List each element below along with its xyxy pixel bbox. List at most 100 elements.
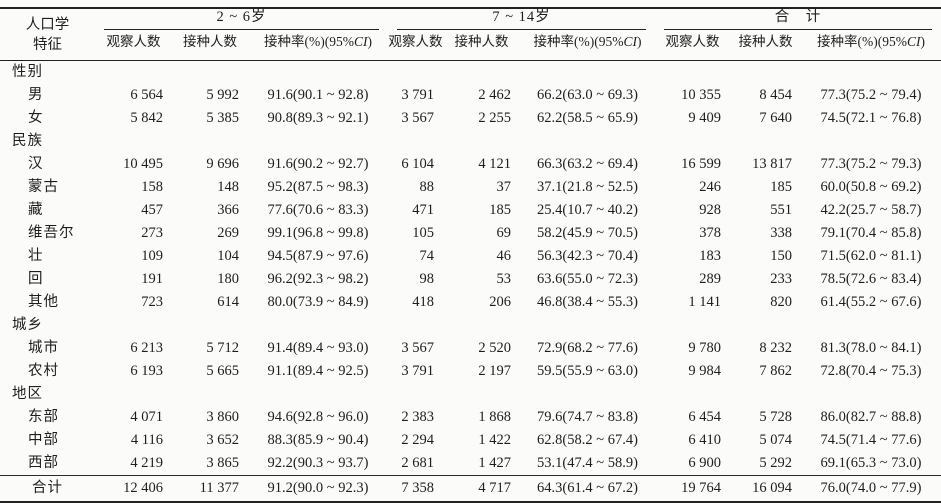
cell-observed-2-6: [95, 383, 172, 406]
cell-vaccinated-7-14: 53: [496, 271, 512, 288]
cell-observed-7-14: [388, 383, 443, 406]
section-row: 地区: [0, 383, 941, 406]
cell-rate-7-14: 59.5(55.9 ~ 63.0): [537, 363, 638, 380]
cell-vaccinated-7-14: [443, 383, 520, 406]
cell-vaccinated-7-14: 37: [496, 179, 512, 196]
group-header-age-7-14-label: 7 ~ 14岁: [397, 10, 646, 30]
cell-rate-2-6: 94.5(87.9 ~ 97.6): [267, 248, 369, 265]
cell-rate-total: 71.5(62.0 ~ 81.1): [820, 248, 922, 265]
section-row: 民族: [0, 130, 941, 153]
cell-observed-total: 19 764: [655, 475, 730, 502]
cell-vaccinated-total: 5 074: [759, 432, 792, 449]
cell-rate-7-14: 66.2(63.0 ~ 69.3): [537, 87, 638, 104]
column-header-demographic-line2: 特征: [33, 36, 62, 53]
row-label: 城乡: [12, 317, 43, 334]
cell-observed-2-6: 4 071: [130, 409, 163, 426]
cell-rate-total: 61.4(55.2 ~ 67.6): [820, 294, 922, 311]
cell-rate-7-14: 62.2(58.5 ~ 65.9): [537, 110, 638, 127]
cell-observed-2-6: 158: [141, 179, 163, 196]
row-label: 地区: [12, 386, 43, 403]
cell-rate-7-14: [520, 61, 655, 85]
cell-observed-7-14: 2 294: [401, 432, 434, 449]
cell-rate-total: 69.1(65.3 ~ 73.0): [820, 455, 922, 472]
subheader-rate-3-ci: CI: [906, 34, 921, 49]
cell-rate-2-6: 96.2(92.3 ~ 98.2): [267, 271, 369, 288]
cell-rate-2-6: 95.2(87.5 ~ 98.3): [267, 179, 369, 196]
table-header: 人口学 特征 2 ~ 6岁 7 ~ 14岁 合 计 观察人数 接种人数 接种率(…: [0, 8, 941, 61]
cell-vaccinated-total: [730, 314, 801, 337]
cell-vaccinated-2-6: 180: [217, 271, 239, 288]
cell-rate-2-6: 91.4(89.4 ~ 93.0): [267, 340, 369, 357]
cell-vaccinated-total: 5 728: [759, 409, 792, 426]
cell-rate-7-14: 72.9(68.2 ~ 77.6): [537, 340, 638, 357]
cell-vaccinated-7-14: 4 717: [443, 475, 520, 502]
cell-vaccinated-total: 233: [770, 271, 792, 288]
cell-observed-7-14: 3 567: [401, 110, 434, 127]
cell-observed-2-6: 6 193: [130, 363, 163, 380]
table-row: 男 6 564 5 992 91.6(90.1 ~ 92.8) 3 791 2 …: [0, 84, 941, 107]
cell-observed-7-14: 2 383: [401, 409, 434, 426]
cell-rate-2-6: 94.6(92.8 ~ 96.0): [267, 409, 369, 426]
cell-observed-7-14: 105: [412, 225, 434, 242]
subheader-rate-1-ci: CI: [353, 34, 368, 49]
cell-observed-total: 6 410: [688, 432, 721, 449]
subheader-row: 观察人数 接种人数 接种率(%)(95%CI) 观察人数 接种人数 接种率(%)…: [0, 31, 941, 61]
cell-rate-total: 42.2(25.7 ~ 58.7): [820, 202, 922, 219]
table-row: 中部 4 116 3 652 88.3(85.9 ~ 90.4) 2 294 1…: [0, 429, 941, 452]
cell-rate-2-6: [248, 130, 388, 153]
cell-rate-total: 60.0(50.8 ~ 69.2): [820, 179, 922, 196]
cell-vaccinated-2-6: 5 992: [206, 87, 239, 104]
cell-rate-total: 77.3(75.2 ~ 79.3): [820, 156, 922, 173]
cell-observed-total: 6 900: [688, 455, 721, 472]
cell-vaccinated-total: 551: [770, 202, 792, 219]
cell-vaccinated-7-14: 2 197: [478, 363, 511, 380]
cell-observed-7-14: 74: [419, 248, 435, 265]
cell-observed-2-6: 273: [141, 225, 163, 242]
cell-observed-7-14: 7 358: [388, 475, 443, 502]
subheader-rate-3-suffix: ): [920, 34, 925, 49]
cell-observed-2-6: 723: [141, 294, 163, 311]
cell-observed-total: [655, 130, 730, 153]
cell-observed-total: 9 780: [688, 340, 721, 357]
cell-observed-7-14: 471: [412, 202, 434, 219]
cell-rate-7-14: 25.4(10.7 ~ 40.2): [537, 202, 638, 219]
group-header-age-2-6: 2 ~ 6岁: [95, 8, 388, 31]
cell-observed-2-6: [95, 130, 172, 153]
cell-vaccinated-total: 150: [770, 248, 792, 265]
group-header-total-label: 合 计: [664, 10, 932, 30]
cell-rate-7-14: 66.3(63.2 ~ 69.4): [537, 156, 638, 173]
cell-rate-7-14: 56.3(42.3 ~ 70.4): [537, 248, 638, 265]
cell-vaccinated-2-6: [172, 61, 248, 85]
subheader-vaccinated-1: 接种人数: [172, 31, 248, 61]
row-label: 民族: [12, 133, 43, 150]
cell-observed-2-6: 12 406: [95, 475, 172, 502]
cell-vaccinated-2-6: 269: [217, 225, 239, 242]
row-label: 女: [28, 110, 44, 127]
subheader-vaccinated-2: 接种人数: [443, 31, 520, 61]
subheader-rate-1-prefix: 接种率(%)(95%: [264, 34, 354, 49]
cell-observed-total: [655, 314, 730, 337]
table-row: 农村 6 193 5 665 91.1(89.4 ~ 92.5) 3 791 2…: [0, 360, 941, 383]
row-label: 维吾尔: [28, 225, 75, 242]
cell-vaccinated-total: 185: [770, 179, 792, 196]
row-label: 汉: [28, 156, 44, 173]
cell-rate-7-14: [520, 314, 655, 337]
row-label: 西部: [28, 455, 59, 472]
cell-observed-2-6: 109: [141, 248, 163, 265]
cell-rate-total: 86.0(82.7 ~ 88.8): [820, 409, 922, 426]
cell-rate-total: 81.3(78.0 ~ 84.1): [820, 340, 922, 357]
cell-rate-total: [801, 130, 941, 153]
cell-vaccinated-2-6: 5 385: [206, 110, 239, 127]
table-row: 女 5 842 5 385 90.8(89.3 ~ 92.1) 3 567 2 …: [0, 107, 941, 130]
row-label: 城市: [28, 340, 59, 357]
cell-rate-2-6: [248, 314, 388, 337]
subheader-rate-2-prefix: 接种率(%)(95%: [533, 34, 624, 49]
cell-observed-7-14: 3 791: [401, 363, 434, 380]
subheader-rate-2: 接种率(%)(95%CI): [520, 31, 655, 61]
cell-rate-7-14: [520, 130, 655, 153]
cell-vaccinated-7-14: 1 868: [478, 409, 511, 426]
row-label: 农村: [28, 363, 59, 380]
cell-vaccinated-7-14: 46: [496, 248, 512, 265]
cell-vaccinated-7-14: 1 427: [478, 455, 511, 472]
row-label: 藏: [28, 202, 44, 219]
